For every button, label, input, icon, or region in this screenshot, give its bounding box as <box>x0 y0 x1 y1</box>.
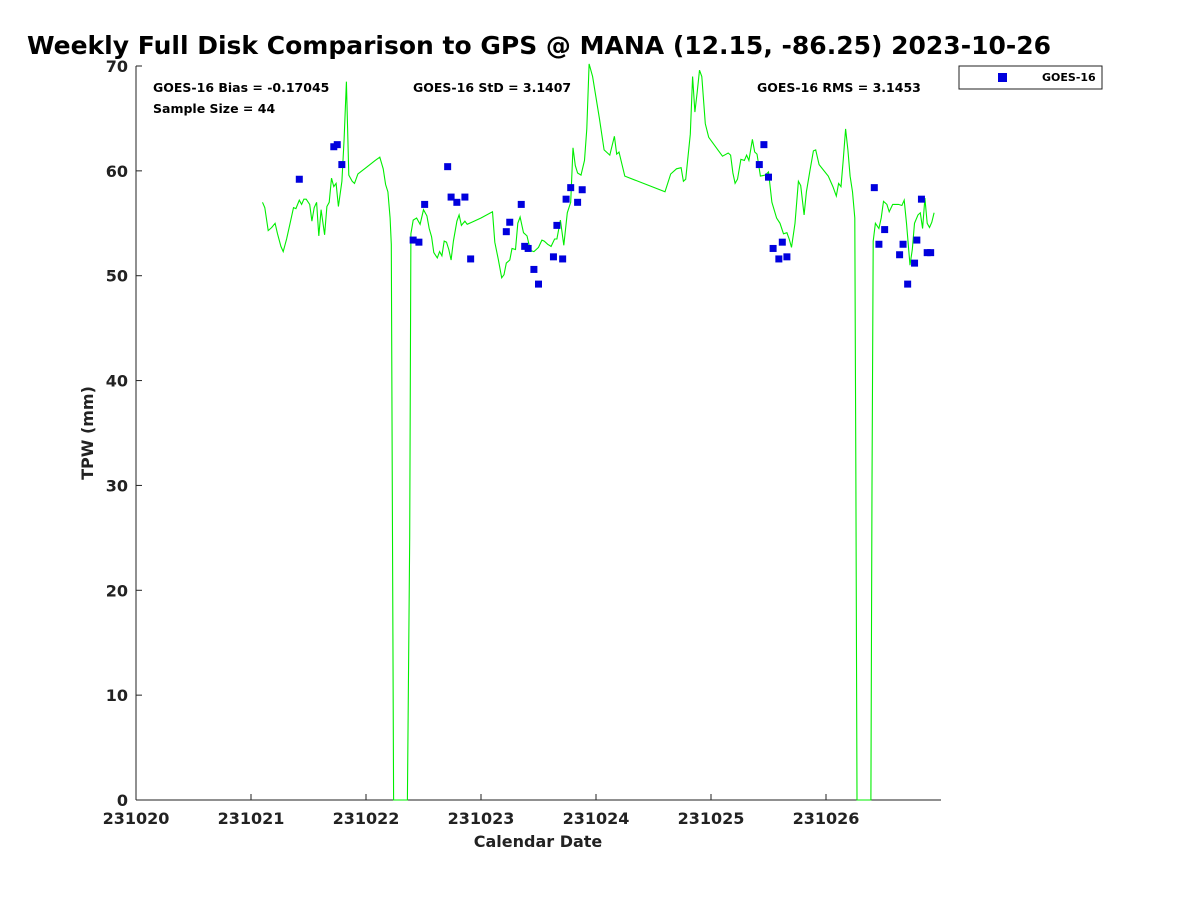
goes16-point <box>578 186 586 194</box>
goes16-point <box>506 218 514 226</box>
goes16-point <box>775 255 783 263</box>
x-tick-label: 231023 <box>448 809 515 828</box>
goes16-point <box>875 240 883 248</box>
goes16-point <box>333 141 341 149</box>
x-axis-label: Calendar Date <box>474 832 603 851</box>
goes16-point <box>917 195 925 203</box>
goes16-point <box>517 200 525 208</box>
stat-std: GOES-16 StD = 3.1407 <box>413 80 571 95</box>
goes16-point <box>524 244 532 252</box>
goes16-point <box>421 200 429 208</box>
legend-label-goes16: GOES-16 <box>1042 71 1096 84</box>
y-tick-label: 20 <box>106 581 128 600</box>
chart-title: Weekly Full Disk Comparison to GPS @ MAN… <box>27 31 1051 60</box>
goes16-point <box>415 238 423 246</box>
goes16-point <box>549 253 557 261</box>
y-tick-label: 10 <box>106 686 128 705</box>
y-tick-label: 70 <box>106 57 128 76</box>
goes16-point <box>760 141 768 149</box>
y-tick-label: 30 <box>106 476 128 495</box>
x-tick-label: 231026 <box>793 809 860 828</box>
gps-tpw-line <box>261 63 935 801</box>
goes16-point <box>567 184 575 192</box>
goes16-point <box>574 198 582 206</box>
goes16-point <box>447 193 455 201</box>
goes16-point <box>535 280 542 288</box>
goes16-point <box>765 173 772 181</box>
x-tick-label: 231025 <box>678 809 745 828</box>
goes16-point <box>769 244 777 252</box>
y-ticks: 0 10 20 30 40 50 60 70 <box>106 57 142 810</box>
goes16-point <box>783 253 791 261</box>
goes16-point <box>896 251 904 259</box>
plot-area <box>135 66 941 801</box>
goes16-point <box>562 195 570 203</box>
goes16-point <box>913 236 921 244</box>
goes16-point <box>927 249 935 257</box>
y-tick-label: 60 <box>106 162 128 181</box>
goes16-point <box>467 255 475 263</box>
stat-rms: GOES-16 RMS = 3.1453 <box>757 80 921 95</box>
goes16-point <box>559 255 567 263</box>
goes16-point <box>453 198 461 206</box>
series-layer <box>261 63 935 801</box>
goes16-point <box>553 221 561 229</box>
goes16-point <box>881 226 889 234</box>
goes16-point <box>899 240 907 248</box>
legend-box <box>958 65 1103 90</box>
goes16-point <box>409 236 417 244</box>
goes16-point <box>911 259 919 267</box>
goes16-point <box>295 175 303 183</box>
x-tick-label: 231020 <box>103 809 170 828</box>
legend: GOES-16 <box>958 65 1103 90</box>
goes16-point <box>870 184 878 192</box>
stat-bias: GOES-16 Bias = -0.17045 <box>153 80 329 95</box>
goes16-point <box>502 228 510 236</box>
x-tick-label: 231024 <box>563 809 630 828</box>
goes16-point <box>904 280 912 288</box>
x-tick-label: 231022 <box>333 809 400 828</box>
x-tick-label: 231021 <box>218 809 285 828</box>
goes16-point <box>338 161 346 169</box>
y-tick-label: 40 <box>106 372 128 391</box>
goes16-point <box>778 238 786 246</box>
goes16-point <box>444 163 452 171</box>
goes16-point <box>461 193 469 201</box>
legend-marker-goes16 <box>998 73 1007 82</box>
goes16-point <box>530 265 538 273</box>
y-tick-label: 50 <box>106 267 128 286</box>
stat-sample-size: Sample Size = 44 <box>153 101 275 116</box>
goes16-point <box>755 161 763 169</box>
axes-frame <box>136 66 941 800</box>
y-axis-label: TPW (mm) <box>78 386 97 480</box>
y-tick-label: 0 <box>117 791 128 810</box>
x-ticks: 231020 231021 231022 231023 231024 231025 2310… <box>103 794 860 828</box>
